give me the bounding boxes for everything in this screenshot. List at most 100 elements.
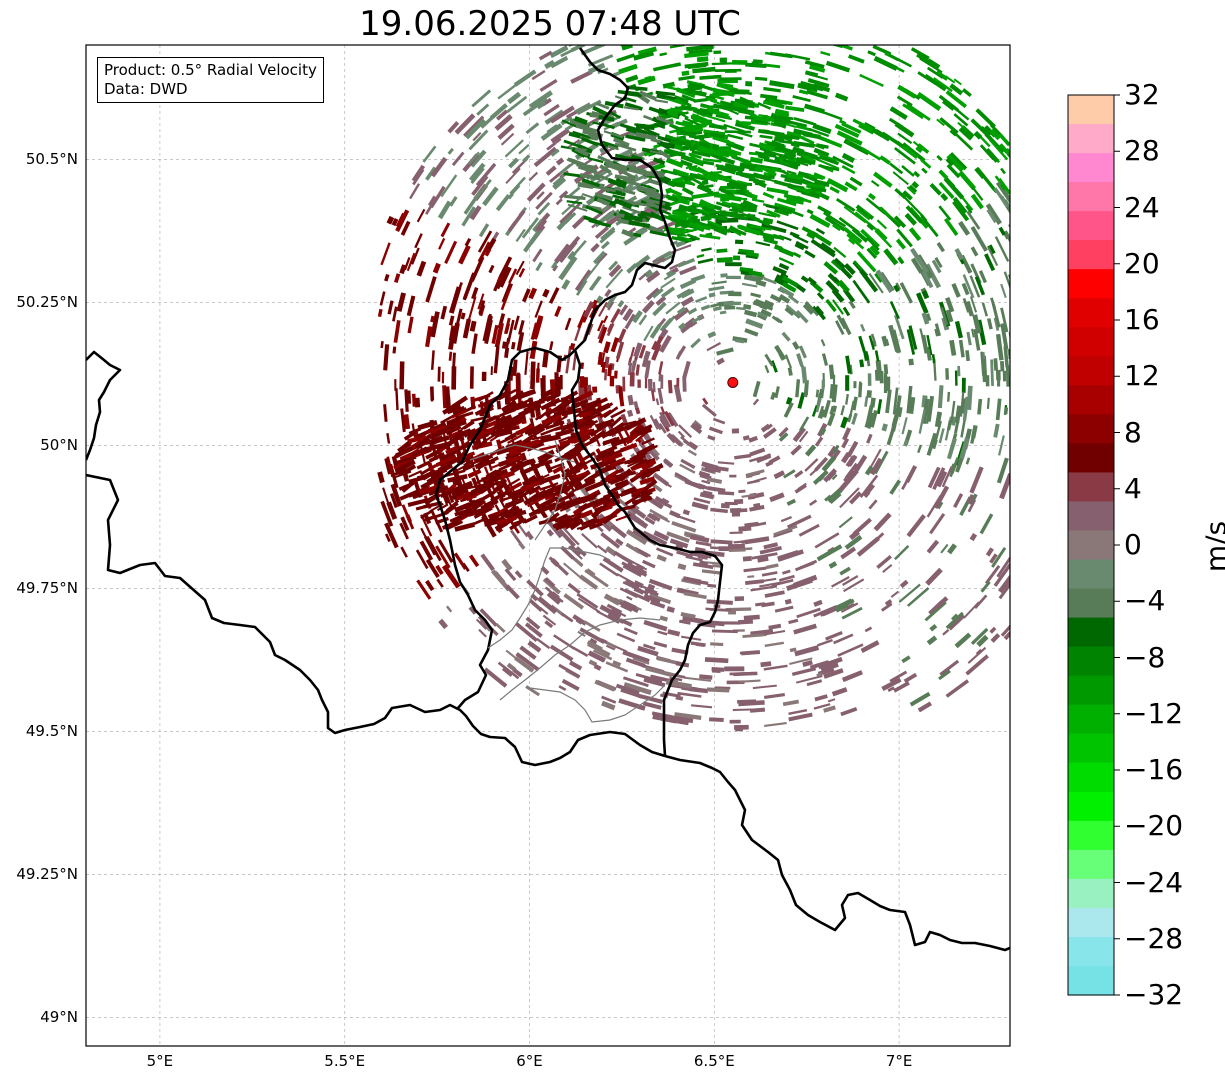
colorbar-tick-label: −16 [1124, 753, 1184, 786]
echo-streak [785, 105, 805, 112]
echo-streak [679, 619, 691, 625]
echo-streak [949, 457, 960, 478]
echo-streak [784, 177, 803, 186]
echo-streak [568, 186, 581, 198]
echo-streak [792, 341, 800, 351]
echo-streak [934, 412, 942, 428]
echo-streak [873, 55, 898, 71]
echo-streak [1046, 421, 1050, 444]
echo-streak [414, 397, 421, 408]
echo-streak [762, 99, 785, 109]
echo-streak [635, 131, 657, 141]
echo-streak [714, 192, 735, 200]
echo-streak [645, 270, 661, 283]
echo-streak [507, 209, 526, 233]
echo-streak [512, 359, 518, 377]
echo-streak [758, 211, 777, 218]
echo-streak [665, 301, 681, 315]
echo-streak [780, 516, 793, 523]
echo-streak [575, 279, 588, 296]
echo-streak [825, 60, 851, 73]
echo-streak [924, 601, 947, 622]
echo-streak [420, 484, 439, 495]
echo-streak [848, 470, 857, 480]
echo-streak [536, 101, 547, 110]
echo-streak [832, 155, 854, 169]
echo-streak [864, 411, 874, 429]
echo-streak [958, 126, 973, 141]
echo-streak [823, 468, 837, 483]
echo-streak [605, 144, 619, 151]
echo-streak [866, 433, 873, 444]
echo-streak [535, 261, 543, 272]
echo-streak [799, 135, 815, 145]
echo-streak [478, 300, 486, 315]
echo-streak [701, 479, 711, 485]
echo-streak [563, 593, 585, 610]
echo-streak [695, 296, 708, 303]
echo-streak [829, 186, 840, 194]
echo-streak [817, 638, 833, 647]
echo-streak [550, 55, 569, 69]
echo-streak [443, 439, 458, 449]
echo-streak [462, 274, 475, 301]
echo-streak [427, 195, 436, 207]
echo-streak [533, 146, 558, 168]
echo-streak [562, 481, 576, 495]
echo-streak [1034, 170, 1041, 181]
echo-streak [1024, 432, 1029, 456]
echo-streak [799, 559, 818, 570]
echo-streak [940, 307, 949, 326]
echo-streak [588, 275, 601, 291]
echo-streak [747, 494, 756, 500]
echo-streak [515, 228, 526, 243]
echo-streak [525, 530, 534, 541]
echo-streak [816, 544, 843, 562]
echo-streak [795, 675, 823, 684]
echo-streak [581, 192, 594, 199]
echo-streak [637, 693, 663, 704]
echo-streak [691, 150, 711, 158]
echo-streak [774, 110, 790, 118]
echo-streak [540, 123, 563, 141]
echo-streak [496, 439, 503, 450]
echo-streak [929, 183, 942, 196]
echo-streak [1040, 568, 1046, 577]
echo-streak [903, 672, 918, 684]
echo-streak [489, 103, 508, 120]
echo-streak [795, 379, 801, 398]
echo-streak [393, 446, 412, 459]
echo-streak [743, 274, 762, 283]
echo-streak [403, 414, 411, 430]
echo-streak [638, 314, 648, 326]
echo-streak [634, 202, 657, 208]
echo-streak [1008, 223, 1010, 229]
echo-streak [463, 115, 485, 137]
echo-streak [952, 196, 968, 214]
lon-tick-label: 6.5°E [693, 1052, 735, 1070]
echo-streak [396, 455, 417, 464]
echo-streak [584, 158, 593, 165]
echo-streak [406, 252, 416, 272]
echo-streak [735, 338, 745, 344]
echo-streak [463, 190, 483, 215]
echo-streak [478, 628, 487, 638]
echo-streak [657, 630, 668, 636]
echo-streak [776, 197, 797, 207]
echo-streak [535, 191, 553, 210]
echo-streak [584, 412, 603, 423]
echo-streak [978, 270, 987, 284]
echo-streak [585, 489, 600, 498]
echo-streak [400, 220, 411, 236]
echo-streak [595, 295, 604, 305]
echo-streak [467, 468, 482, 479]
echo-streak [941, 466, 953, 488]
echo-streak [702, 158, 722, 163]
echo-streak [975, 108, 996, 129]
echo-streak [494, 114, 513, 131]
echo-streak [448, 286, 462, 314]
echo-streak [626, 511, 640, 522]
echo-streak [399, 522, 409, 540]
echo-streak [842, 575, 859, 586]
echo-streak [633, 580, 644, 589]
